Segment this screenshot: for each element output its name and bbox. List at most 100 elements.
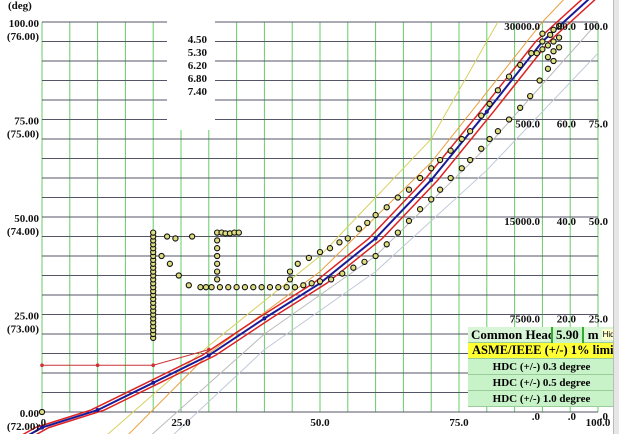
data-point [213,252,221,260]
data-point [550,57,557,65]
common-head-value[interactable]: 5.90 [551,326,584,343]
main-curve-marker [95,408,100,413]
data-point [225,284,232,291]
right-scale-label: 75.0 [589,119,609,131]
y-tick-label: 100.00 [9,18,40,30]
data-point [291,284,299,291]
y-tick-label: 50.00 [14,213,39,225]
data-point [213,268,221,275]
data-point [517,61,524,69]
right-scale-label: 100.0 [583,21,608,33]
data-point [536,77,543,84]
data-point [547,31,554,39]
y-secondary-label: (74.00) [7,226,39,238]
main-curve-marker [429,177,434,182]
data-point [326,245,334,252]
data-point [550,26,557,33]
right-scale-label: .0 [532,411,541,423]
asme-limit-row[interactable]: ASME/IEEE (+/-) 1% limit [468,343,615,359]
data-point [505,116,513,123]
window-edge [613,0,619,434]
data-point [527,92,534,100]
data-point [539,38,546,45]
data-point [555,34,563,41]
upper-limit-line [22,0,583,434]
data-point [150,229,157,236]
data-point [361,258,368,265]
right-scale-label: .0 [600,411,609,423]
main-curve [28,0,590,434]
series-lines [22,0,599,434]
reference-marker [95,363,100,368]
data-point [544,65,552,72]
scatter-points [38,22,563,416]
data-point [38,408,46,416]
hdc-row[interactable]: HDC (+/-) 1.0 degree [468,391,615,407]
data-point [405,186,413,193]
data-point [372,211,379,219]
reference-marker [40,363,44,368]
y-tick-label: 75.00 [14,116,39,128]
data-point [213,260,221,267]
data-point [494,128,502,135]
data-point [350,264,357,271]
data-point [308,280,315,287]
y-secondary-label: (75.00) [7,129,39,141]
data-point [550,38,557,45]
main-curve-marker [40,425,44,430]
main-curve-marker [206,353,211,358]
data-point [458,135,465,143]
common-head-unit: m [587,326,599,342]
data-point [344,235,351,242]
data-point [216,284,224,291]
data-point [316,248,324,256]
data-point [416,174,424,182]
data-point [305,254,313,262]
data-point [517,104,524,111]
data-point [555,22,563,30]
data-point [428,165,435,172]
y-secondary-label: (73.00) [7,324,39,336]
data-point [286,276,294,283]
x-tick-label: .0 [38,417,47,429]
data-point [163,233,171,240]
reference-line [42,349,209,366]
data-point [544,42,552,49]
main-curve-marker [373,236,378,241]
right-scale-label: 80.0 [557,21,577,33]
data-point [172,235,179,242]
common-head-label: Common Head [471,326,556,342]
data-point [555,44,563,51]
hide-button[interactable]: Hide [601,329,619,340]
x-tick-label: 100.0 [586,417,611,429]
hdc-row[interactable]: HDC (+/-) 0.5 degree [468,375,615,391]
right-scale-label: 30000.0 [504,21,540,33]
right-scale-label: 40.0 [557,216,577,228]
data-point [339,270,346,277]
right-scale-label: 15000.0 [504,216,540,228]
main-curve-marker [262,316,267,321]
data-point [355,225,363,232]
data-point [364,219,371,226]
data-point [428,196,435,203]
data-point [213,245,221,252]
legend-value: 7.40 [188,86,208,98]
data-point [294,260,301,267]
data-point [539,46,546,53]
axis-labels: (deg) 100.00(76.00) 75.00(75.00) 50.00(74.0… [7,0,611,433]
data-point [233,284,240,291]
right-scale-label: 25.0 [589,314,609,326]
y-tick-label: 25.00 [14,311,39,323]
data-point [394,194,401,201]
right-scale-label: 7500.0 [510,314,541,326]
data-point [539,30,546,37]
hdc-row[interactable]: HDC (+/-) 0.3 degree [468,359,615,375]
data-point [197,284,204,291]
data-point [235,229,242,236]
data-point [533,50,540,57]
data-point [486,100,493,108]
data-point [458,165,465,172]
data-point [336,239,343,246]
data-point [383,204,390,211]
tolerance-line [173,52,599,434]
